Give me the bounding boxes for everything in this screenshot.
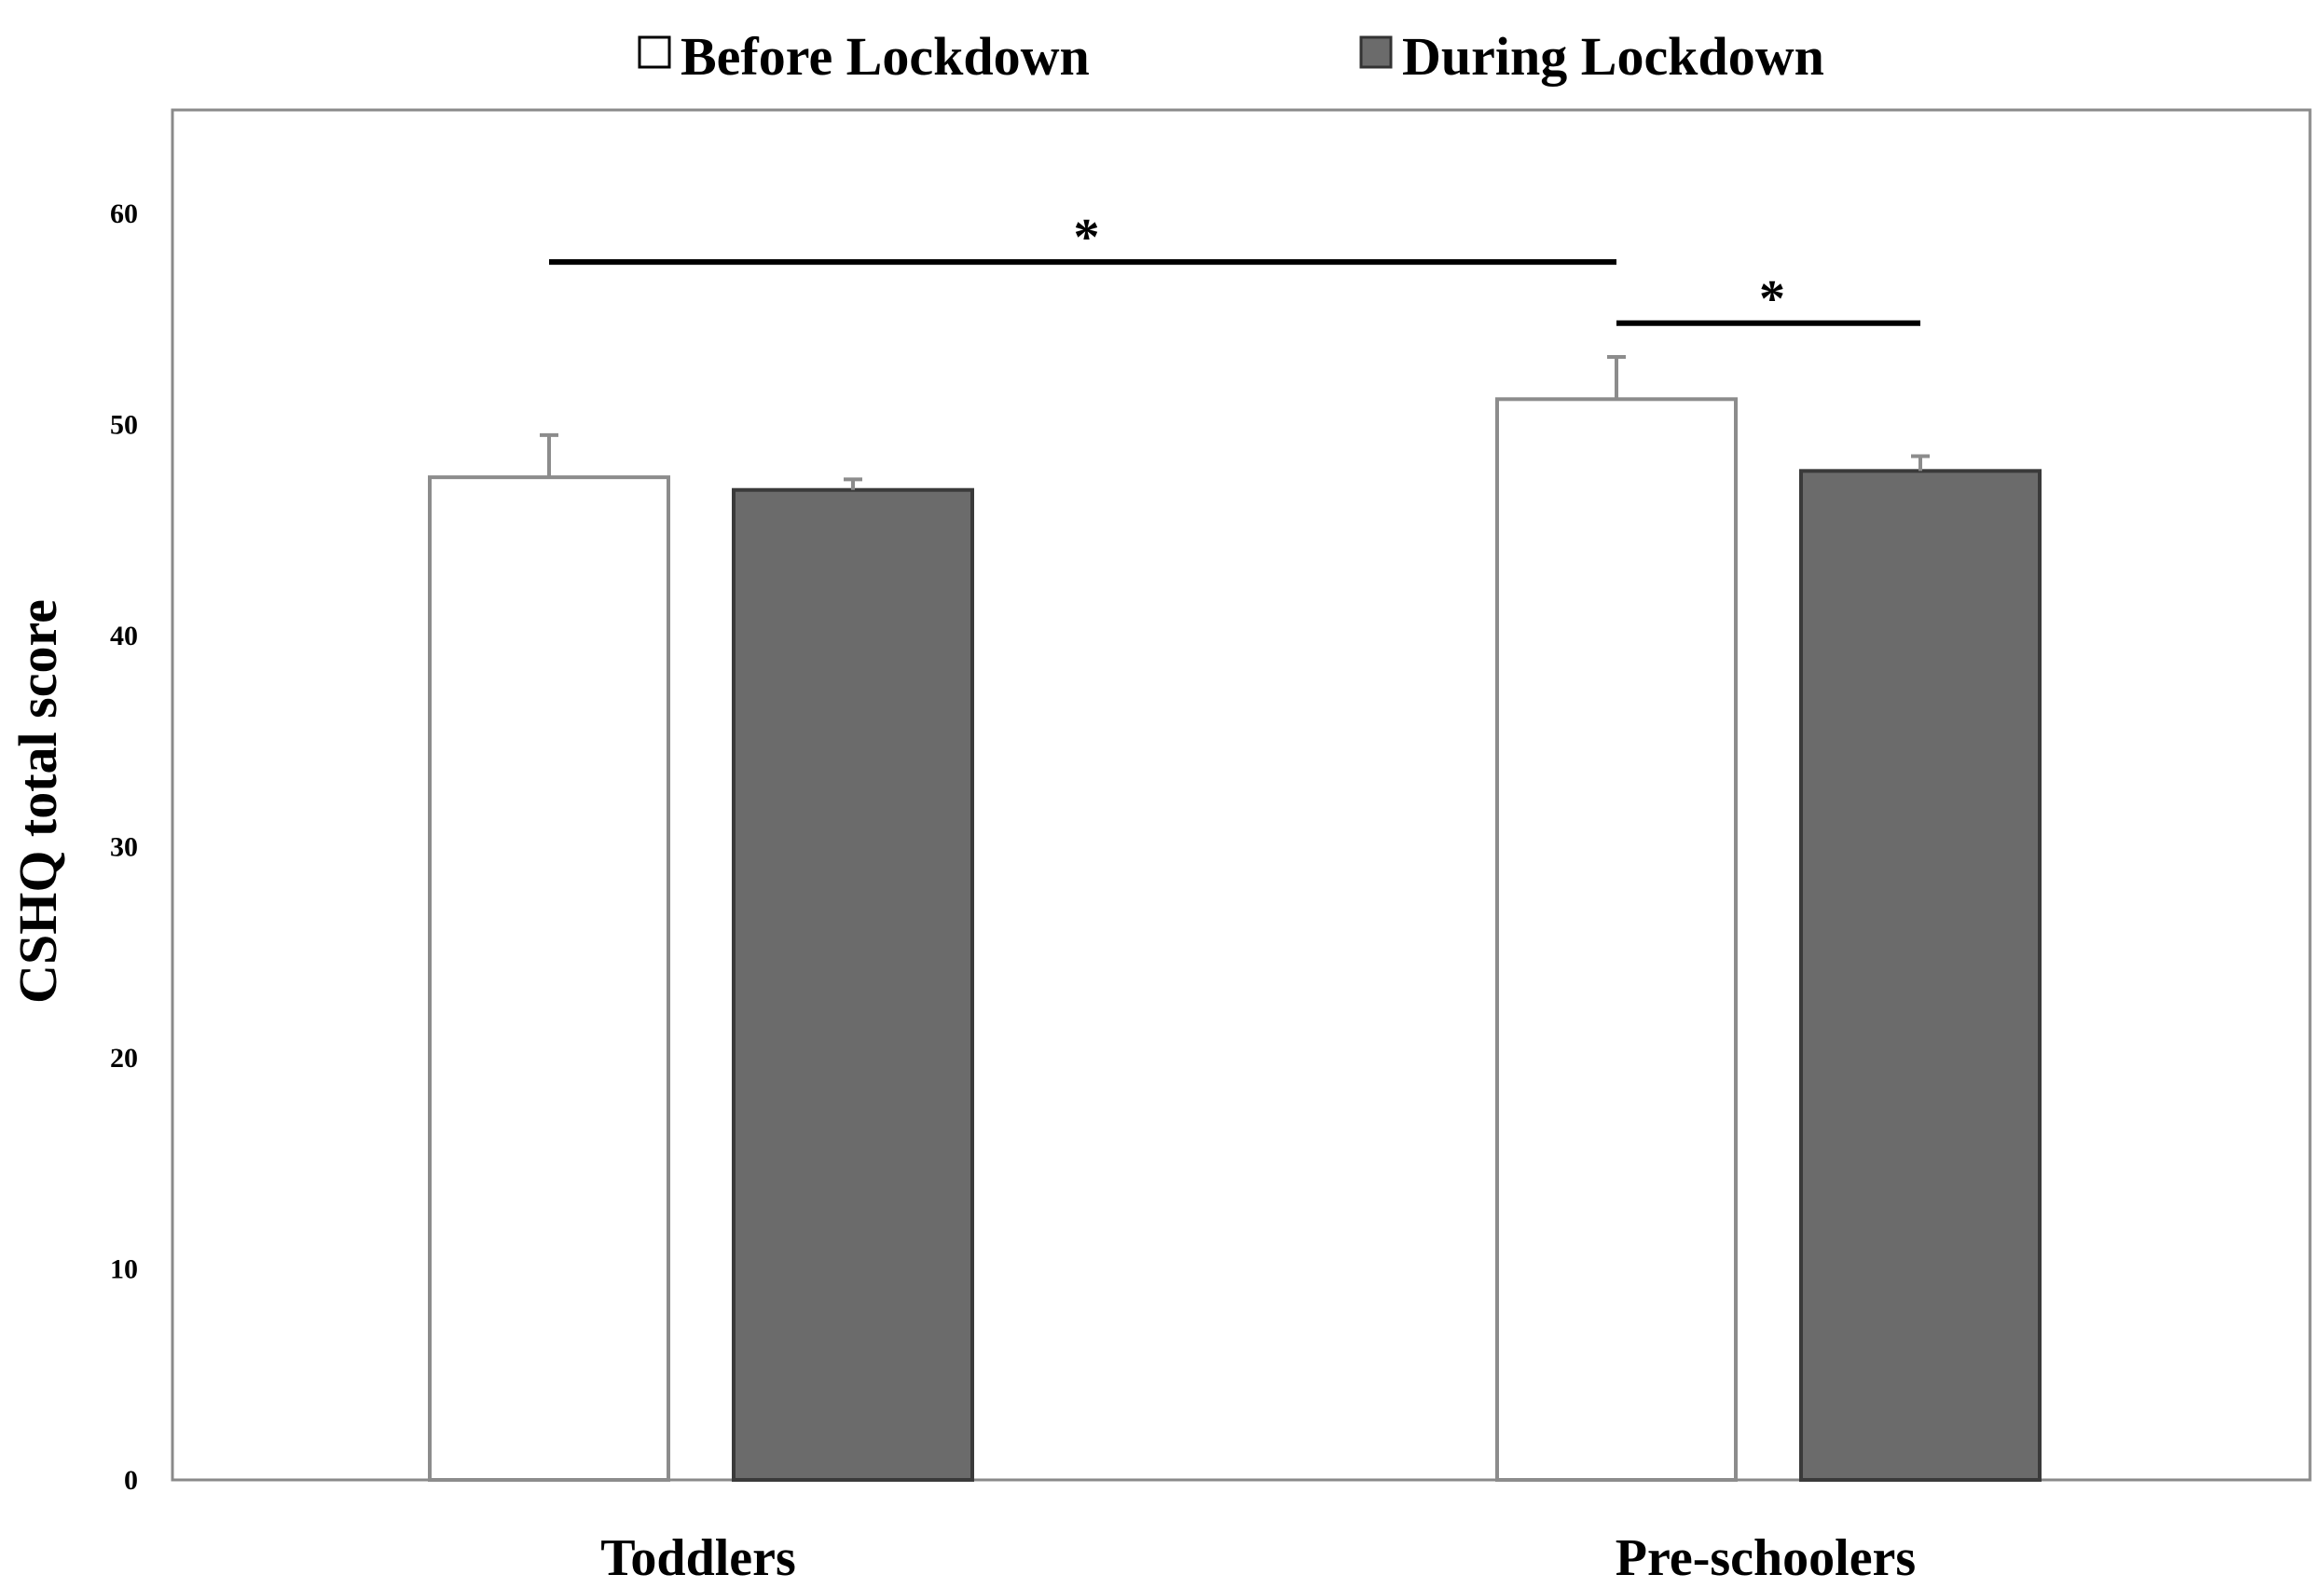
y-tick-label: 20 bbox=[110, 1043, 138, 1074]
plot-frame bbox=[171, 108, 2312, 1482]
bars-group bbox=[428, 397, 2042, 1483]
category-labels: Toddlers Pre-schoolers bbox=[600, 1529, 1916, 1587]
bar-during-lockdown-toddlers bbox=[732, 487, 974, 1483]
x-category-label: Pre-schoolers bbox=[1616, 1529, 1916, 1587]
legend-swatch bbox=[1359, 35, 1393, 69]
error-bars-group bbox=[540, 355, 1930, 490]
legend-label: Before Lockdown bbox=[681, 26, 1090, 87]
significance-marker: * bbox=[1759, 270, 1785, 328]
y-tick-label: 40 bbox=[110, 621, 138, 651]
bar-before-lockdown-pre-schoolers bbox=[1495, 397, 1738, 1483]
y-tick-label: 10 bbox=[110, 1254, 138, 1285]
legend-label: During Lockdown bbox=[1402, 26, 1824, 87]
significance-marker: * bbox=[1074, 209, 1100, 267]
bar-before-lockdown-toddlers bbox=[428, 475, 670, 1482]
legend-swatch bbox=[638, 35, 671, 69]
legend: Before Lockdown During Lockdown bbox=[638, 26, 1824, 87]
y-axis-title: CSHQ total score bbox=[7, 599, 68, 1004]
y-tick-label: 50 bbox=[110, 410, 138, 441]
y-tick-label: 30 bbox=[110, 832, 138, 863]
x-category-label: Toddlers bbox=[600, 1529, 796, 1587]
y-tick-label: 60 bbox=[110, 198, 138, 229]
significance-group: ** bbox=[549, 209, 1920, 328]
y-axis-ticks: 0 10 20 30 40 50 60 bbox=[110, 198, 138, 1496]
y-tick-label: 0 bbox=[124, 1465, 138, 1496]
bar-during-lockdown-pre-schoolers bbox=[1799, 469, 2042, 1483]
